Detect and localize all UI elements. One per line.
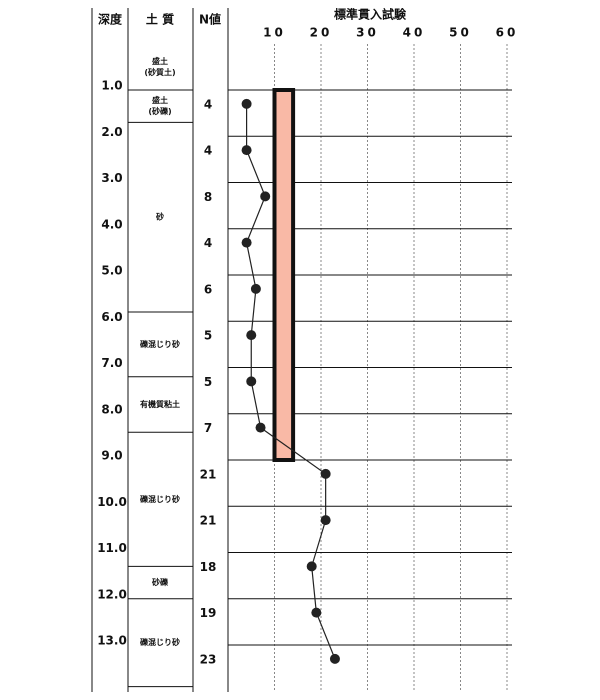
soil-name: 盛土: [152, 95, 168, 105]
depth-header: 深度: [98, 12, 123, 27]
x-tick-label: 50: [449, 26, 472, 40]
x-tick-label: 20: [310, 26, 333, 40]
soil-name: 砂: [155, 212, 164, 222]
n-value-point: [246, 376, 257, 387]
y-tick-label: 10.0: [97, 495, 127, 509]
soil-name: 礫混じり砂: [140, 339, 180, 349]
y-tick-label: 3.0: [101, 171, 122, 185]
y-tick-label: 7.0: [101, 356, 122, 370]
n-value-label: 4: [204, 144, 212, 158]
y-tick-label: 11.0: [97, 541, 127, 555]
n-value-label: 23: [200, 652, 217, 666]
y-tick-label: 1.0: [101, 79, 122, 93]
x-tick-label: 30: [356, 26, 379, 40]
n-value-label: 6: [204, 282, 212, 296]
n-value-point: [320, 468, 331, 479]
soil-name: 礫混じり砂: [140, 637, 180, 647]
soil-name: 礫混じり砂: [140, 494, 180, 504]
n-value-point: [306, 561, 317, 572]
y-tick-label: 5.0: [101, 264, 122, 278]
x-tick-label: 60: [496, 26, 519, 40]
soil-name: 盛土: [152, 56, 168, 66]
soil-name: 有機質粘土: [140, 399, 180, 409]
y-tick-label: 4.0: [101, 217, 122, 231]
soil-name: (砂質土): [144, 67, 175, 77]
n-value-label: 4: [204, 97, 212, 111]
soil-header: 土 質: [146, 12, 174, 27]
n-value-point: [246, 330, 257, 341]
soil-name: 砂礫: [151, 577, 169, 587]
x-tick-label: 10: [263, 26, 286, 40]
n-value-point: [255, 422, 266, 433]
test-header: 標準貫入試験: [334, 7, 407, 22]
y-tick-label: 6.0: [101, 310, 122, 324]
highlight-bar: [272, 88, 296, 462]
n-value-label: 18: [200, 560, 217, 574]
n-value-point: [241, 145, 252, 156]
y-tick-label: 13.0: [97, 634, 127, 648]
n-value-label: 21: [200, 467, 217, 481]
y-tick-label: 8.0: [101, 402, 122, 416]
y-tick-label: 9.0: [101, 449, 122, 463]
n-value-label: 8: [204, 190, 212, 204]
n-value-point: [329, 653, 340, 664]
y-tick-label: 2.0: [101, 125, 122, 139]
n-value-point: [311, 607, 322, 618]
n-value-point: [260, 191, 271, 202]
n-value-header: N値: [199, 12, 221, 27]
n-value-point: [320, 515, 331, 526]
n-value-label: 7: [204, 421, 212, 435]
n-value-label: 4: [204, 236, 212, 250]
n-value-point: [250, 283, 261, 294]
n-value-label: 19: [200, 606, 217, 620]
n-value-label: 21: [200, 514, 217, 528]
n-value-label: 5: [204, 375, 212, 389]
y-tick-label: 12.0: [97, 587, 127, 601]
n-value-point: [241, 237, 252, 248]
x-tick-label: 40: [403, 26, 426, 40]
n-value-label: 5: [204, 329, 212, 343]
n-value-point: [241, 98, 252, 109]
soil-name: (砂礫): [148, 106, 171, 116]
